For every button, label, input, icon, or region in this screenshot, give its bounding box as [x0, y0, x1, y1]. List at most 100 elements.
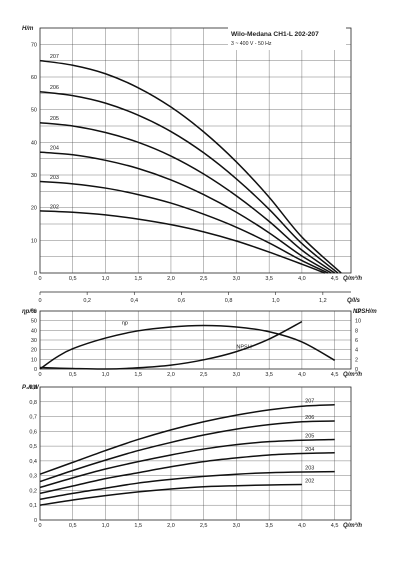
x-tick-label-1-8: 4,0 [298, 372, 306, 378]
x-tick-label-2-7: 3,5 [265, 523, 273, 529]
x-tick-label-1-0: 0 [38, 372, 41, 378]
secondary-x-tick-label-3: 0,6 [178, 298, 186, 304]
secondary-x-tick-label-4: 0,8 [225, 298, 233, 304]
curve-0-203 [39, 180, 329, 274]
chart-subtitle: 3 ~ 400 V - 50 Hz [231, 41, 272, 47]
series-label-2-5: 207 [305, 399, 314, 405]
y-axis-title-2: P₁/kW [22, 385, 40, 391]
series-label-2-1: 203 [305, 466, 314, 472]
y-axis-title-1: ηp/% [22, 309, 37, 315]
series-label-0-2: 204 [50, 146, 59, 152]
chart-title: Wilo-Medana CH1-L 202-207 [231, 31, 319, 38]
x-tick-label-2-5: 2,5 [200, 523, 208, 529]
y-tick-label-2-9: 0,9 [29, 385, 37, 391]
x-tick-label-2-4: 2,0 [167, 523, 175, 529]
y-tick-label-2-0: 0 [34, 518, 37, 524]
y-tick-label-1-6: 60 [31, 309, 37, 315]
y2-tick-label-1: 2 [355, 357, 358, 363]
y2-axis-title: NPSH/m [353, 309, 377, 315]
series-label-1-0: ηp [122, 321, 128, 327]
x-tick-label-2-2: 1,0 [102, 523, 110, 529]
x-tick-label-1-3: 1,5 [134, 372, 142, 378]
secondary-x-axis-title: Q/l/s [347, 298, 361, 304]
curve-2-205 [39, 438, 335, 489]
curve-0-206 [39, 90, 339, 274]
curve-0-205 [39, 121, 336, 274]
x-tick-label-1-2: 1,0 [102, 372, 110, 378]
curve-0-202 [39, 210, 326, 274]
y-tick-label-2-6: 0,6 [29, 429, 37, 435]
x-tick-label-0-4: 2,0 [167, 276, 175, 282]
y-tick-label-1-2: 20 [31, 348, 37, 354]
y-tick-label-0-0: 0 [34, 271, 37, 277]
x-tick-label-1-9: 4,5 [331, 372, 339, 378]
series-label-0-3: 205 [50, 116, 59, 122]
x-tick-label-1-4: 2,0 [167, 372, 175, 378]
curve-2-204 [39, 452, 335, 495]
y-tick-label-2-7: 0,7 [29, 415, 37, 421]
x-tick-label-0-7: 3,5 [265, 276, 273, 282]
series-label-0-5: 207 [50, 54, 59, 60]
curve-0-204 [39, 151, 332, 274]
y-tick-label-0-3: 30 [31, 173, 37, 179]
x-axis-title-2: Q/m³/h [343, 522, 362, 529]
y-tick-label-1-4: 40 [31, 328, 37, 334]
plot-frame-0 [39, 27, 352, 274]
y2-tick-label-5: 10 [355, 319, 361, 325]
secondary-x-tick-label-6: 1,2 [319, 298, 327, 304]
x-axis-title-0: Q/m³/h [343, 275, 362, 282]
x-tick-label-0-3: 1,5 [134, 276, 142, 282]
y-tick-label-0-7: 70 [31, 42, 37, 48]
y-tick-label-2-2: 0,2 [29, 488, 37, 494]
curve-2-206 [39, 420, 335, 483]
x-tick-label-1-6: 3,0 [233, 372, 241, 378]
y2-tick-label-0: 0 [355, 367, 358, 373]
y2-tick-label-6: 12 [355, 309, 361, 315]
curve-0-207 [39, 59, 342, 274]
y-tick-label-1-1: 10 [31, 357, 37, 363]
secondary-x-tick-label-5: 1,0 [272, 298, 280, 304]
header-background [228, 26, 346, 50]
secondary-x-tick-label-0: 0 [38, 298, 41, 304]
y-tick-label-2-4: 0,4 [29, 459, 37, 465]
y-tick-label-1-0: 0 [34, 367, 37, 373]
x-tick-label-0-9: 4,5 [331, 276, 339, 282]
x-axis-title-1: Q/m³/h [343, 371, 362, 378]
y-tick-label-0-1: 10 [31, 238, 37, 244]
curve-2-202 [39, 483, 302, 506]
y-tick-label-0-4: 40 [31, 140, 37, 146]
x-tick-label-1-1: 0,5 [69, 372, 77, 378]
y-tick-label-1-5: 50 [31, 319, 37, 325]
series-label-2-2: 204 [305, 447, 314, 453]
secondary-x-tick-label-1: 0,2 [83, 298, 91, 304]
series-label-0-4: 206 [50, 85, 59, 91]
x-tick-label-0-0: 0 [38, 276, 41, 282]
series-label-0-0: 202 [50, 204, 59, 210]
y-tick-label-1-3: 30 [31, 338, 37, 344]
chart-header: Wilo-Medana CH1-L 202-207 3 ~ 400 V - 50… [228, 26, 346, 50]
y-tick-label-0-2: 20 [31, 206, 37, 212]
y-tick-label-2-5: 0,5 [29, 444, 37, 450]
x-tick-label-2-1: 0,5 [69, 523, 77, 529]
series-label-0-1: 203 [50, 175, 59, 181]
series-label-2-3: 205 [305, 433, 314, 439]
series-label-1-1: NPSH [236, 345, 251, 351]
series-label-2-4: 206 [305, 415, 314, 421]
y-axis-title-0: H/m [22, 26, 34, 32]
x-tick-label-0-8: 4,0 [298, 276, 306, 282]
y-tick-label-0-6: 60 [31, 75, 37, 81]
curve-1-NPSH [39, 320, 303, 370]
chart-curves [39, 59, 342, 506]
x-tick-label-1-7: 3,5 [265, 372, 273, 378]
x-tick-label-0-6: 3,0 [233, 276, 241, 282]
y2-tick-label-4: 8 [355, 328, 358, 334]
x-tick-label-1-5: 2,5 [200, 372, 208, 378]
plot-frame-2 [39, 386, 352, 521]
y-tick-label-2-3: 0,3 [29, 474, 37, 480]
x-tick-label-2-9: 4,5 [331, 523, 339, 529]
y2-tick-label-2: 4 [355, 348, 358, 354]
x-tick-label-0-2: 1,0 [102, 276, 110, 282]
x-tick-label-2-6: 3,0 [233, 523, 241, 529]
